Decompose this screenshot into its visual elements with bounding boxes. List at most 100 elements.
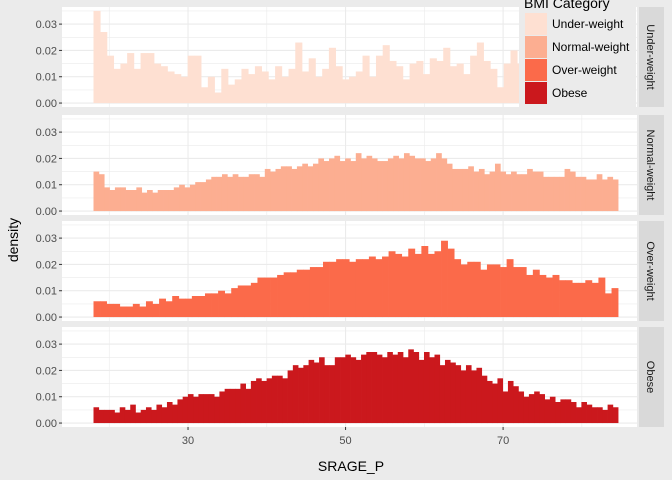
bar-normal-weight xyxy=(473,171,480,212)
bar-normal-weight xyxy=(585,179,592,212)
bar-obese xyxy=(229,388,236,424)
bar-over-weight xyxy=(368,256,376,318)
bar-normal-weight xyxy=(612,179,619,212)
bar-normal-weight xyxy=(329,158,335,212)
y-tick-label: 0.01 xyxy=(36,180,57,192)
bar-under-weight xyxy=(449,66,458,104)
bar-obese xyxy=(166,402,173,424)
bar-over-weight xyxy=(185,298,193,318)
bar-normal-weight xyxy=(216,176,223,212)
bar-under-weight xyxy=(133,68,141,104)
bar-over-weight xyxy=(355,259,363,318)
bar-normal-weight xyxy=(366,155,373,212)
bar-obese xyxy=(119,407,126,424)
bar-obese xyxy=(361,354,367,424)
bar-under-weight xyxy=(201,87,209,104)
bar-obese xyxy=(497,378,504,424)
bar-under-weight xyxy=(382,45,390,104)
bar-normal-weight xyxy=(189,184,196,212)
bar-over-weight xyxy=(139,306,147,318)
bar-normal-weight xyxy=(382,161,389,212)
bar-over-weight xyxy=(480,269,488,318)
bar-obese xyxy=(544,399,551,424)
bar-obese xyxy=(193,396,199,424)
bar-obese xyxy=(460,370,467,424)
legend: BMI Category Under-weight Normal-weight Ov… xyxy=(519,0,636,112)
bar-over-weight xyxy=(198,296,206,318)
facet-strip-label: Under-weight xyxy=(644,24,656,89)
bar-normal-weight xyxy=(484,174,490,212)
bar-under-weight xyxy=(369,76,377,104)
bar-over-weight xyxy=(401,256,409,318)
y-axis-title: density xyxy=(5,218,21,262)
bar-normal-weight xyxy=(120,187,126,212)
bar-over-weight xyxy=(454,259,462,318)
bar-under-weight xyxy=(106,55,115,104)
bar-over-weight xyxy=(290,272,298,318)
bar-obese xyxy=(109,409,115,424)
bar-normal-weight xyxy=(157,190,164,212)
bar-under-weight xyxy=(349,76,357,104)
bar-under-weight xyxy=(322,68,330,104)
bar-obese xyxy=(156,404,163,424)
bar-obese xyxy=(271,375,278,424)
bar-obese xyxy=(455,365,462,424)
bar-under-weight xyxy=(375,55,384,104)
bar-normal-weight xyxy=(302,163,308,212)
bar-over-weight xyxy=(218,290,226,318)
bar-over-weight xyxy=(421,246,429,318)
bar-normal-weight xyxy=(248,174,255,212)
y-tick-label: 0.00 xyxy=(36,312,57,324)
bar-normal-weight xyxy=(114,187,121,212)
bar-normal-weight xyxy=(430,158,437,212)
bar-obese xyxy=(345,354,351,424)
bar-obese xyxy=(392,354,399,424)
bar-over-weight xyxy=(552,274,560,318)
bar-under-weight xyxy=(147,53,155,104)
bar-under-weight xyxy=(174,74,182,104)
bar-normal-weight xyxy=(494,163,501,212)
bar-over-weight xyxy=(500,267,507,318)
bar-under-weight xyxy=(221,68,229,104)
bar-normal-weight xyxy=(232,174,239,212)
panel-normal-weight: 0.00 0.01 0.02 0.03 Normal-weight xyxy=(36,115,664,218)
bar-under-weight xyxy=(194,55,202,104)
bar-under-weight xyxy=(470,55,478,104)
bar-over-weight xyxy=(565,280,573,318)
bar-over-weight xyxy=(604,293,612,318)
bar-obese xyxy=(507,380,514,424)
bar-normal-weight xyxy=(179,184,185,212)
bar-normal-weight xyxy=(136,187,143,212)
bar-obese xyxy=(513,386,519,424)
bar-normal-weight xyxy=(505,174,512,212)
legend-swatch-obese xyxy=(525,82,547,104)
bar-obese xyxy=(602,409,608,424)
bar-normal-weight xyxy=(334,155,341,212)
bar-normal-weight xyxy=(98,174,105,212)
x-axis-title: SRAGE_P xyxy=(318,458,384,474)
bar-normal-weight xyxy=(307,166,314,212)
x-tick-label: 70 xyxy=(497,435,509,447)
bar-under-weight xyxy=(476,42,484,104)
x-tick-label: 50 xyxy=(339,435,351,447)
bar-over-weight xyxy=(257,277,265,318)
bar-normal-weight xyxy=(559,176,565,212)
bar-normal-weight xyxy=(591,179,598,212)
bar-under-weight xyxy=(207,76,215,104)
bar-over-weight xyxy=(408,248,416,318)
bar-over-weight xyxy=(414,253,422,318)
bar-under-weight xyxy=(241,68,249,104)
bar-normal-weight xyxy=(371,158,378,212)
bar-normal-weight xyxy=(543,176,549,212)
bar-obese xyxy=(219,391,226,424)
bar-under-weight xyxy=(154,63,162,104)
bar-normal-weight xyxy=(238,176,244,212)
bar-over-weight xyxy=(559,280,566,318)
bar-obese xyxy=(240,383,246,424)
bar-obese xyxy=(261,380,267,424)
bar-under-weight xyxy=(160,66,168,104)
bar-under-weight xyxy=(416,60,424,104)
bar-obese xyxy=(334,357,341,424)
bar-normal-weight xyxy=(489,171,496,212)
bar-obese xyxy=(130,404,136,424)
